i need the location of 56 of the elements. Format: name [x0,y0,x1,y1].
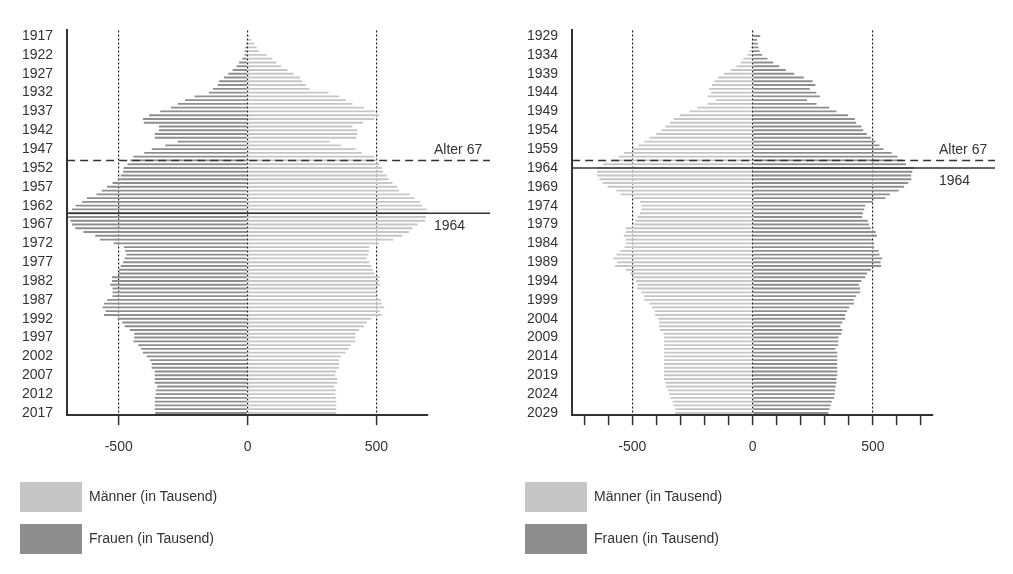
legend-label: Frauen (in Tausend) [89,529,215,546]
y-tick-label: 1974 [526,196,559,213]
y-tick-label: 1972 [21,234,54,251]
y-tick-label: 1997 [21,328,54,345]
y-tick-label: 1932 [21,83,54,100]
y-tick-label: 1982 [21,271,54,288]
x-tick-label: 500 [364,438,389,455]
y-tick-label: 1999 [526,290,559,307]
y-tick-label: 1969 [526,177,559,194]
y-tick-label: 1917 [21,26,54,43]
x-tick-label: 0 [243,438,252,455]
y-tick-label: 2002 [21,347,54,364]
y-tick-label: 1947 [21,139,54,156]
y-tick-label: 2007 [21,366,54,383]
ref-line-label: Alter 67 [434,141,483,158]
y-tick-label: 2012 [21,384,54,401]
y-tick-label: 1987 [21,290,54,307]
x-tick-label: 500 [861,438,885,455]
ref-line-label: Alter 67 [939,141,988,158]
ref-line-label: 1964 [434,217,466,234]
y-tick-label: 1984 [526,234,559,251]
y-tick-label: 1992 [21,309,54,326]
y-tick-label: 1954 [526,121,559,138]
y-tick-label: 2019 [526,366,559,383]
y-tick-label: 1939 [526,64,559,81]
y-tick-label: 1927 [21,64,54,81]
y-tick-label: 1952 [21,158,54,175]
legend-label: Männer (in Tausend) [594,487,723,504]
y-tick-label: 1957 [21,177,54,194]
y-tick-label: 1949 [526,102,559,119]
y-tick-label: 1942 [21,121,54,138]
y-tick-label: 2004 [526,309,559,326]
y-tick-label: 1934 [526,45,559,62]
y-tick-label: 1964 [526,158,559,175]
y-tick-label: 1944 [526,83,559,100]
y-tick-label: 2009 [526,328,559,345]
y-tick-label: 1989 [526,253,559,270]
y-tick-label: 1979 [526,215,559,232]
y-tick-label: 1994 [526,271,559,288]
x-tick-label: -500 [104,438,133,455]
y-tick-label: 1929 [526,26,559,43]
y-tick-label: 1977 [21,253,54,270]
y-tick-label: 2017 [21,403,54,420]
y-tick-label: 1967 [21,215,54,232]
legend-label: Frauen (in Tausend) [594,529,720,546]
ref-line-label: 1964 [939,171,971,188]
legend-label: Männer (in Tausend) [89,487,218,504]
y-tick-label: 2024 [526,384,559,401]
x-tick-label: -500 [618,438,647,455]
y-tick-label: 1937 [21,102,54,119]
y-tick-label: 2029 [526,403,559,420]
y-tick-label: 1922 [21,45,54,62]
x-tick-label: 0 [748,438,757,455]
y-tick-label: 1962 [21,196,54,213]
y-tick-label: 2014 [526,347,559,364]
y-tick-label: 1959 [526,139,559,156]
